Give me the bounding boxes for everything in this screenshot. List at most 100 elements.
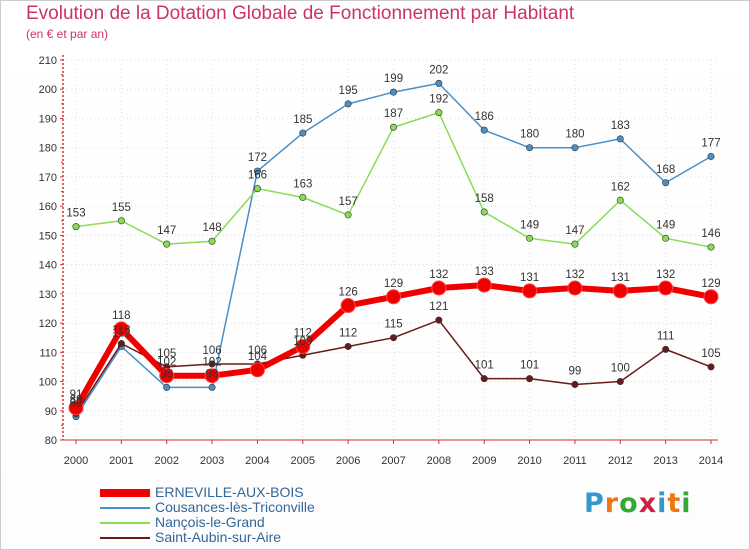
x-tick-label: 2003 [200,455,224,467]
logo-letter: r [604,488,620,519]
data-label-saint-aubin-sur-aire: 105 [157,348,176,360]
x-tick-label: 2007 [381,455,405,467]
legend-label: Saint-Aubin-sur-Aire [155,529,282,545]
data-label-erneville-aux-bois: 129 [701,278,720,290]
data-label-cousances-l-s-triconville: 177 [701,137,720,149]
logo-letter: i [681,488,692,519]
legend-item: Saint-Aubin-sur-Aire [100,529,360,545]
data-label-cousances-l-s-triconville: 180 [520,129,539,141]
data-point-saint-aubin-sur-aire [480,375,488,383]
data-label-saint-aubin-sur-aire: 101 [475,360,494,372]
y-tick-label: 100 [39,377,57,389]
data-label-nan-ois-le-grand: 147 [157,225,176,237]
axes: 8090100110120130140150160170180190200210… [39,55,723,467]
x-tick-label: 2014 [699,455,723,467]
data-point-nan-ois-le-grand [435,109,443,117]
data-label-cousances-l-s-triconville: 112 [112,327,130,339]
y-tick-label: 80 [45,435,57,447]
series-lines [68,79,719,421]
data-point-erneville-aux-bois [340,298,356,314]
data-label-saint-aubin-sur-aire: 101 [520,360,539,372]
y-tick-label: 210 [39,55,57,67]
data-point-nan-ois-le-grand [616,196,624,204]
logo-letter: i [657,488,668,519]
data-point-erneville-aux-bois [113,321,129,337]
data-point-saint-aubin-sur-aire [208,360,216,368]
data-point-nan-ois-le-grand [389,123,397,131]
data-point-cousances-l-s-triconville [571,144,579,152]
data-label-erneville-aux-bois: 131 [520,272,539,284]
data-label-erneville-aux-bois: 133 [475,266,494,278]
data-label-cousances-l-s-triconville: 185 [293,114,312,126]
logo-letter: x [638,488,658,519]
data-label-erneville-aux-bois: 132 [565,269,584,281]
data-label-saint-aubin-sur-aire: 111 [657,330,674,342]
chart-title: Evolution de la Dotation Globale de Fonc… [26,3,575,24]
data-point-nan-ois-le-grand [163,240,171,248]
x-tick-label: 2000 [64,455,88,467]
data-label-cousances-l-s-triconville: 88 [70,398,83,410]
data-label-erneville-aux-bois: 102 [202,357,221,369]
data-point-nan-ois-le-grand [299,193,307,201]
data-label-saint-aubin-sur-aire: 105 [701,348,720,360]
data-point-nan-ois-le-grand [253,185,261,193]
data-label-nan-ois-le-grand: 148 [202,222,221,234]
x-tick-label: 2008 [427,455,451,467]
data-label-erneville-aux-bois: 102 [157,357,176,369]
data-label-nan-ois-le-grand: 162 [611,181,630,193]
y-tick-label: 200 [39,84,57,96]
data-point-saint-aubin-sur-aire [662,345,670,353]
data-point-erneville-aux-bois [295,338,311,354]
data-point-saint-aubin-sur-aire [707,363,715,371]
data-label-nan-ois-le-grand: 163 [293,178,312,190]
data-point-cousances-l-s-triconville [389,88,397,96]
data-point-cousances-l-s-triconville [344,100,352,108]
data-label-saint-aubin-sur-aire: 121 [429,301,448,313]
y-tick-label: 160 [39,201,57,213]
data-label-cousances-l-s-triconville: 98 [206,368,219,380]
data-point-nan-ois-le-grand [480,208,488,216]
data-label-nan-ois-le-grand: 149 [656,219,675,231]
data-label-saint-aubin-sur-aire: 115 [384,319,402,331]
x-tick-label: 2012 [608,455,632,467]
data-point-erneville-aux-bois [522,283,538,299]
data-point-cousances-l-s-triconville [163,383,171,391]
data-label-nan-ois-le-grand: 158 [475,193,494,205]
legend-label: ERNEVILLE-AUX-BOIS [155,484,304,500]
data-point-nan-ois-le-grand [662,234,670,242]
data-label-cousances-l-s-triconville: 195 [339,85,358,97]
data-point-saint-aubin-sur-aire [344,342,352,350]
data-label-cousances-l-s-triconville: 172 [248,152,267,164]
x-tick-label: 2011 [563,455,587,467]
data-label-cousances-l-s-triconville: 180 [565,129,584,141]
proxiti-logo: Proxiti [584,488,692,519]
data-point-saint-aubin-sur-aire [571,380,579,388]
data-point-saint-aubin-sur-aire [616,378,624,386]
data-label-erneville-aux-bois: 112 [294,327,312,339]
logo-letter: o [619,488,639,519]
data-label-saint-aubin-sur-aire: 112 [339,327,357,339]
data-label-nan-ois-le-grand: 149 [520,219,539,231]
data-point-cousances-l-s-triconville [299,129,307,137]
data-label-erneville-aux-bois: 91 [70,389,83,401]
legend-item: Cousances-lès-Triconville [100,499,360,515]
data-point-erneville-aux-bois [386,289,401,305]
legend-swatch [100,537,150,539]
data-point-nan-ois-le-grand [117,217,125,225]
data-point-nan-ois-le-grand [208,237,216,245]
data-label-cousances-l-s-triconville: 98 [160,368,173,380]
y-tick-label: 150 [39,230,57,242]
legend-swatch [100,489,150,497]
data-label-erneville-aux-bois: 132 [656,269,675,281]
data-label-cousances-l-s-triconville: 199 [384,73,403,85]
data-point-erneville-aux-bois [567,280,583,296]
y-tick-label: 170 [39,172,57,184]
data-point-saint-aubin-sur-aire [435,316,443,324]
data-point-cousances-l-s-triconville [435,79,443,87]
data-point-cousances-l-s-triconville [707,152,715,160]
data-label-nan-ois-le-grand: 187 [384,108,403,120]
data-labels: 88 112 98 98 172 185 195 199 202 186 180 180 183 168 1… [66,64,720,409]
legend-label: Nançois-le-Grand [155,514,265,530]
data-label-saint-aubin-sur-aire: 106 [248,345,267,357]
